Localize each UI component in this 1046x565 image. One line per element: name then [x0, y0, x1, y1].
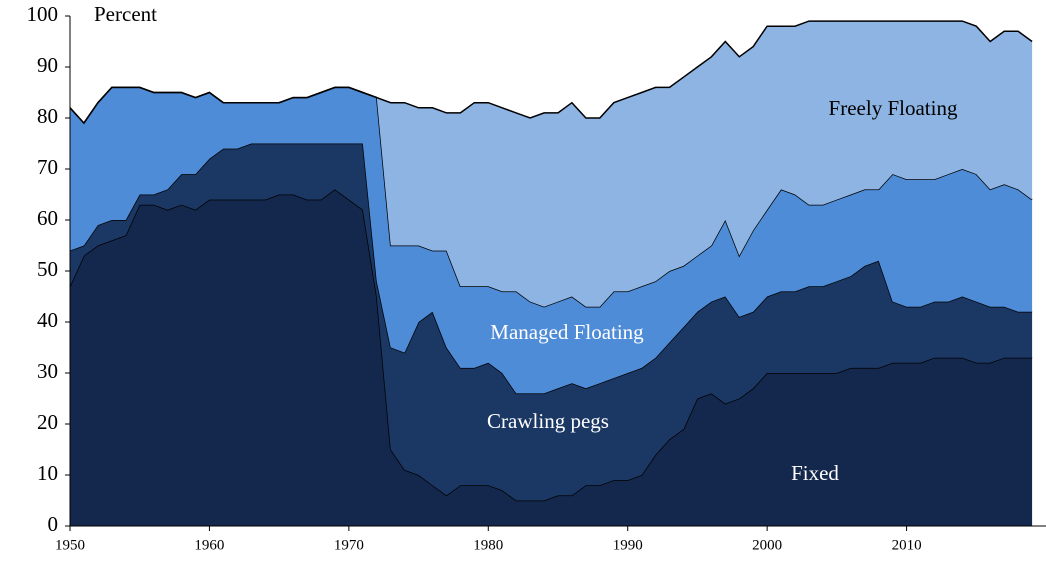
x-tick-label: 1960 [194, 537, 224, 553]
y-tick-label: 10 [37, 461, 58, 485]
area [70, 189, 1033, 526]
area-outline [69, 20, 1033, 125]
y-tick-label: 50 [37, 257, 58, 281]
y-tick-label: 40 [37, 308, 58, 332]
x-tick-label: 1950 [55, 537, 85, 553]
series-label: Crawling pegs [487, 409, 609, 433]
series-label: Managed Floating [490, 320, 644, 344]
y-tick-label: 80 [37, 104, 58, 128]
y-tick-label: 90 [37, 53, 58, 77]
y-axis-label: Percent [94, 2, 157, 26]
series-label: Freely Floating [829, 96, 958, 120]
y-tick-label: 100 [27, 2, 59, 26]
area [70, 143, 1033, 501]
area [70, 87, 1033, 394]
area [70, 21, 1033, 307]
x-tick-label: 1990 [613, 537, 643, 553]
y-tick-label: 30 [37, 359, 58, 383]
x-tick-label: 1970 [334, 537, 364, 553]
x-tick-label: 2010 [892, 537, 922, 553]
x-tick-label: 2000 [752, 537, 782, 553]
y-tick-label: 20 [37, 410, 58, 434]
y-tick-label: 70 [37, 155, 58, 179]
y-tick-label: 60 [37, 206, 58, 230]
series-label: Fixed [791, 461, 839, 485]
x-tick-label: 1980 [473, 537, 503, 553]
y-tick-label: 0 [48, 512, 59, 536]
